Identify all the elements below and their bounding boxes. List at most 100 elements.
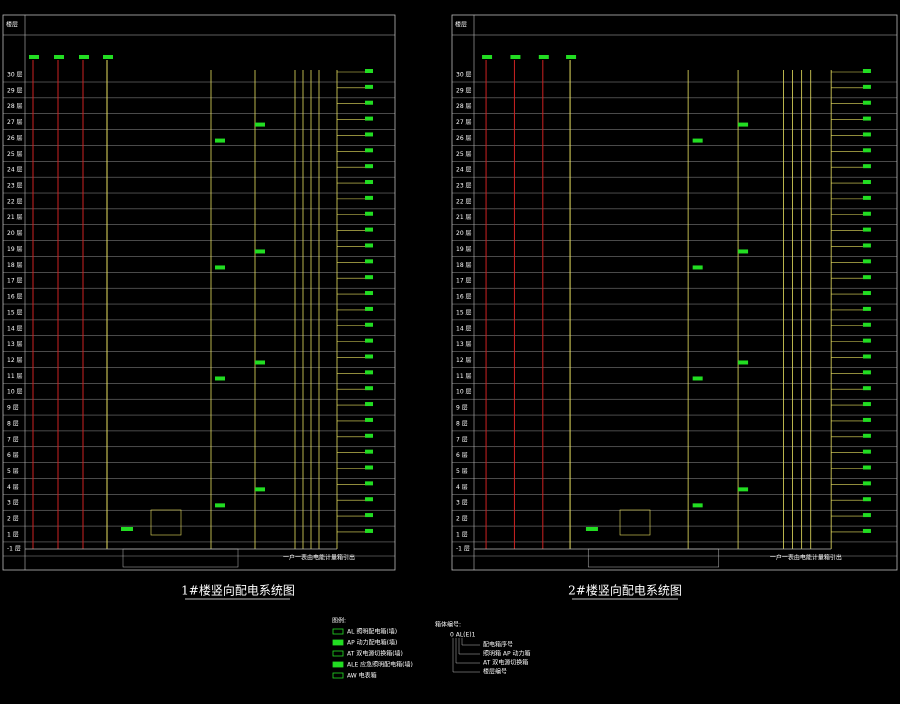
legend-swatch	[332, 672, 344, 679]
panel-note: 一户一表由电能计量箱引出	[770, 554, 842, 562]
meter-box	[862, 227, 871, 232]
floor-label: 16 层	[7, 294, 23, 301]
meter-box	[862, 291, 871, 296]
floor-label: 14 层	[456, 325, 472, 332]
legend-item: AT 双电源切换箱(墙)	[347, 650, 403, 658]
panel-title: 2#楼竖向配电系统图	[568, 583, 682, 598]
sub-box	[215, 265, 225, 270]
floor-label: 18 层	[456, 262, 472, 269]
floor-label: 1 层	[7, 531, 19, 538]
floor-label: 17 层	[7, 278, 23, 285]
meter-box	[862, 386, 871, 391]
panel: 楼层 30 层 29 层 28 层 27 层 26 层 25 层 24 层 23 层 22 层 21…	[2, 14, 396, 571]
meter-box	[862, 259, 871, 264]
floor-label: 11 层	[7, 373, 23, 380]
sub-box	[738, 249, 749, 254]
floor-label: 16 层	[456, 294, 472, 301]
floor-label: 3 层	[7, 500, 19, 507]
meter-box	[365, 306, 373, 311]
meter-box	[365, 211, 373, 216]
riser-box	[510, 55, 521, 59]
sub-box	[215, 503, 225, 508]
meter-box	[862, 497, 871, 502]
floor-label: 6 层	[7, 452, 19, 459]
meter-box	[365, 386, 373, 391]
sub-box	[692, 138, 703, 143]
meter-box	[862, 354, 871, 359]
note-box	[122, 548, 239, 568]
floor-label: 3 层	[456, 500, 468, 507]
riser-box	[103, 55, 113, 59]
floor-label: 28 层	[456, 103, 472, 110]
floor-label: 29 层	[7, 87, 23, 94]
floor-label: 5 层	[7, 468, 19, 475]
meter-box	[365, 69, 373, 73]
floor-label: 17 层	[456, 278, 472, 285]
meter-box	[365, 180, 373, 185]
corner-label: 楼层	[6, 21, 18, 29]
meter-box	[365, 417, 373, 422]
legend-item: AP 动力配电箱(墙)	[347, 639, 397, 647]
meter-box	[365, 497, 373, 502]
meter-box	[365, 243, 373, 248]
riser-box	[566, 55, 577, 59]
meter-box	[365, 513, 373, 518]
floor-label: 27 层	[7, 119, 23, 126]
notes-code: 0 AL(E)1	[450, 632, 476, 639]
meter-box	[862, 132, 871, 137]
legend-title: 图例:	[332, 617, 346, 625]
meter-box	[862, 402, 871, 407]
notes-title: 箱体编号:	[435, 621, 461, 629]
meter-box	[862, 84, 871, 89]
meter-box	[862, 69, 871, 73]
floor-label: 29 层	[456, 87, 472, 94]
meter-box	[862, 338, 871, 343]
riser-box	[54, 55, 64, 59]
meter-box	[862, 306, 871, 311]
notes-item: 楼层编号	[483, 668, 507, 676]
meter-box	[365, 195, 373, 200]
meter-box	[365, 322, 373, 327]
meter-box	[365, 132, 373, 137]
meter-box	[862, 322, 871, 327]
riser-box	[538, 55, 549, 59]
legend-swatch	[332, 628, 344, 635]
meter-box	[365, 84, 373, 89]
meter-box	[862, 195, 871, 200]
floor-label: 22 层	[7, 198, 23, 205]
meter-box	[365, 227, 373, 232]
meter-box	[862, 275, 871, 280]
floor-label: 24 层	[7, 167, 23, 174]
floor-label: 21 层	[456, 214, 472, 221]
floor-label: 26 层	[456, 135, 472, 142]
floor-label: -1 层	[7, 546, 21, 553]
main-box	[150, 509, 182, 536]
legend-item: AL 照明配电箱(墙)	[347, 628, 397, 636]
floor-label: 2 层	[7, 516, 19, 523]
floor-label: 12 层	[456, 357, 472, 364]
meter-box	[365, 100, 373, 105]
main-box	[619, 509, 651, 536]
floor-label: 2 层	[456, 516, 468, 523]
floor-label: 20 层	[456, 230, 472, 237]
floor-label: 8 层	[7, 420, 19, 427]
panel-frame	[2, 14, 396, 571]
legend-swatch	[332, 639, 344, 646]
notes-item: AT 双电源切换箱	[483, 659, 528, 667]
legend-swatch	[332, 650, 344, 657]
floor-label: 10 层	[456, 389, 472, 396]
corner-label: 楼层	[455, 21, 467, 29]
sub-box	[255, 360, 265, 365]
meter-box	[862, 164, 871, 169]
main-box	[585, 527, 598, 531]
sub-box	[738, 122, 749, 127]
floor-label: 9 层	[456, 405, 468, 412]
floor-label: 13 层	[456, 341, 472, 348]
legend-item: AW 电表箱	[347, 672, 377, 680]
meter-box	[862, 481, 871, 486]
meter-box	[365, 338, 373, 343]
floor-label: 19 层	[456, 246, 472, 253]
sub-box	[738, 360, 749, 365]
meter-box	[365, 259, 373, 264]
meter-box	[365, 164, 373, 169]
